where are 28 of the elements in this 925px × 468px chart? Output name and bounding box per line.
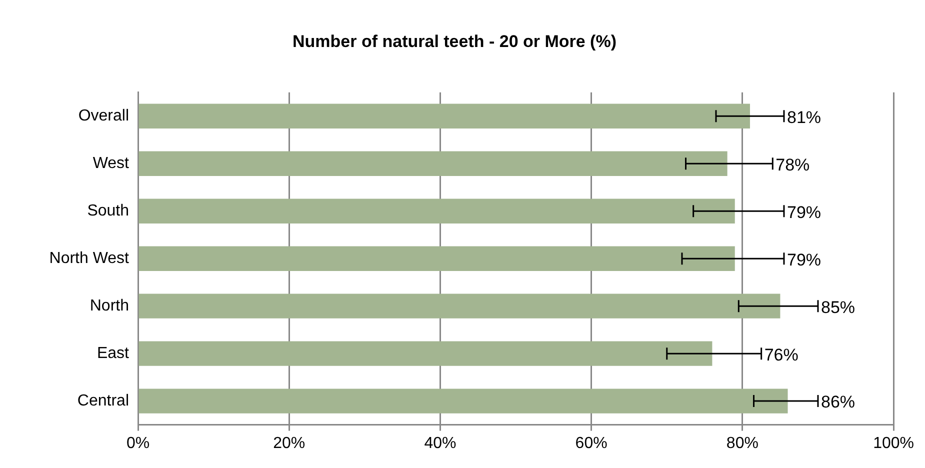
bar (138, 341, 712, 366)
bar (138, 198, 735, 224)
data-label: 79% (786, 250, 822, 270)
y-tick-label: North (90, 297, 129, 314)
y-tick-label: South (87, 202, 129, 220)
chart-title: Number of natural teeth - 20 or More (%) (292, 32, 616, 51)
data-label: 86% (820, 392, 856, 412)
y-tick-label: Overall (78, 108, 129, 125)
bar (138, 388, 788, 414)
x-tick-label: 20% (273, 434, 306, 452)
x-tick-label: 60% (575, 434, 608, 452)
x-tick-label: 0% (126, 434, 150, 452)
y-tick-label: North West (49, 250, 130, 268)
x-tick-label: 40% (424, 434, 456, 452)
y-tick-label: Central (77, 392, 129, 410)
data-label: 79% (786, 202, 822, 222)
data-label: 81% (786, 108, 822, 127)
y-tick-label: West (92, 155, 130, 172)
data-label: 78% (776, 155, 810, 174)
bar (138, 104, 750, 128)
bar (138, 294, 780, 318)
data-label: 85% (820, 298, 856, 317)
bar (138, 151, 728, 176)
x-tick-label: 100% (873, 434, 914, 452)
x-tick-label: 80% (726, 434, 758, 452)
y-tick-label: East (96, 344, 130, 362)
bar (138, 246, 735, 271)
data-label: 76% (764, 345, 798, 364)
